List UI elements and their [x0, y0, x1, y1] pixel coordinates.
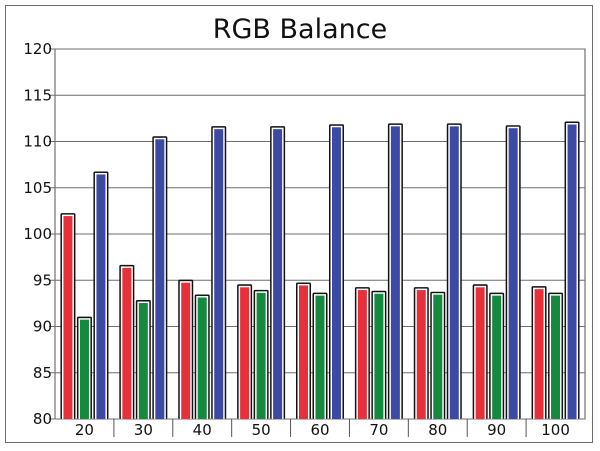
red-bar	[534, 289, 544, 419]
y-tick-label: 85	[33, 364, 52, 382]
green-bar	[492, 295, 502, 419]
x-axis: 20 30 40 50 60 70 80 90 100	[75, 419, 570, 439]
y-axis: 80 85 90 95 100 105 110 115 120	[23, 40, 52, 428]
blue-bar	[214, 129, 224, 419]
x-tick-label: 90	[487, 421, 506, 439]
y-tick-label: 90	[33, 318, 52, 336]
x-tick-label: 60	[310, 421, 329, 439]
blue-bar	[390, 126, 400, 419]
x-tick-label: 40	[193, 421, 212, 439]
blue-bar	[155, 139, 165, 420]
blue-bar	[96, 174, 106, 419]
y-tick-label: 115	[23, 86, 52, 104]
green-bar	[433, 294, 443, 419]
green-bar	[79, 319, 89, 419]
x-tick-label: 80	[428, 421, 447, 439]
chart-title: RGB Balance	[212, 14, 388, 45]
red-bar	[122, 267, 132, 419]
blue-bar	[508, 128, 518, 419]
y-tick-label: 80	[33, 410, 52, 428]
blue-bar	[449, 126, 459, 419]
green-bar	[256, 292, 266, 419]
y-tick-label: 100	[23, 225, 52, 243]
green-bar	[315, 295, 325, 419]
green-bar	[138, 303, 148, 419]
blue-bar	[332, 127, 341, 420]
blue-bar	[273, 129, 283, 419]
red-bar	[181, 282, 191, 419]
y-tick-label: 110	[23, 133, 52, 151]
green-bar	[374, 293, 384, 419]
y-tick-label: 95	[33, 271, 52, 289]
red-bar	[416, 290, 426, 419]
red-bar	[299, 285, 308, 419]
y-tick-label: 120	[23, 40, 52, 58]
green-bar	[197, 297, 207, 419]
red-bar	[475, 287, 485, 419]
x-tick-label: 30	[134, 421, 153, 439]
y-tick-label: 105	[23, 179, 52, 197]
red-bar	[240, 287, 250, 419]
bars	[60, 121, 580, 420]
red-bar	[63, 216, 73, 419]
x-tick-label: 50	[252, 421, 271, 439]
blue-bar	[567, 124, 577, 419]
x-tick-label: 70	[369, 421, 388, 439]
x-tick-label: 20	[75, 421, 94, 439]
x-tick-label: 100	[541, 421, 570, 439]
green-bar	[551, 295, 561, 419]
red-bar	[357, 290, 367, 419]
